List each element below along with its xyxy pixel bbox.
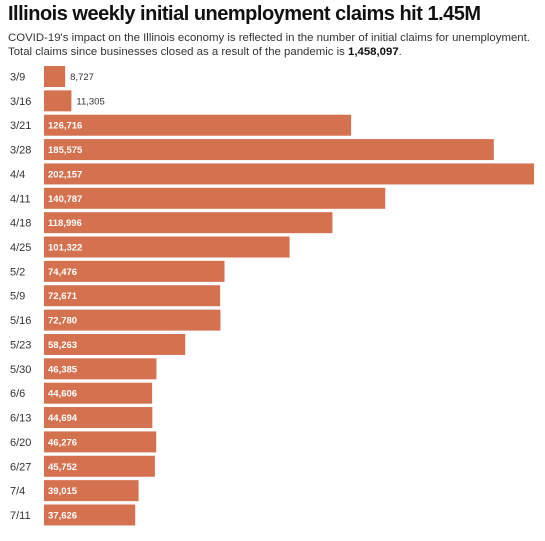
data-label: 101,322	[48, 243, 82, 254]
data-label: 185,575	[48, 145, 83, 156]
category-label: 5/9	[10, 291, 25, 303]
bar	[44, 212, 333, 234]
chart-title: Illinois weekly initial unemployment cla…	[8, 3, 481, 25]
category-label: 7/4	[10, 486, 25, 498]
data-label: 39,015	[48, 486, 78, 497]
data-label: 45,752	[48, 462, 77, 473]
category-label: 7/11	[10, 510, 31, 522]
data-label: 11,305	[76, 96, 104, 107]
bar	[44, 504, 136, 526]
data-label: 37,626	[48, 510, 77, 521]
category-label: 5/23	[10, 339, 31, 351]
bar	[44, 480, 139, 502]
category-label: 3/16	[10, 96, 31, 108]
category-label: 4/18	[10, 218, 31, 230]
data-label: 44,694	[48, 413, 78, 424]
subtitle-text: COVID-19's impact on the Illinois econom…	[8, 32, 530, 58]
data-label: 72,780	[48, 316, 77, 327]
category-label: 6/6	[10, 388, 25, 400]
subtitle-end: .	[398, 46, 402, 58]
bar	[44, 260, 225, 282]
bar	[44, 236, 290, 258]
data-label: 8,727	[70, 72, 94, 83]
bar	[44, 114, 352, 136]
data-label: 202,157	[48, 169, 82, 180]
data-label: 44,606	[48, 389, 77, 400]
bar	[44, 407, 153, 429]
bar	[44, 382, 153, 404]
category-label: 5/2	[10, 266, 25, 278]
category-label: 6/27	[10, 461, 31, 473]
bar	[44, 285, 221, 307]
data-label: 74,476	[48, 267, 77, 278]
data-label: 46,385	[48, 364, 78, 375]
bar	[44, 187, 386, 209]
data-label: 126,716	[48, 121, 82, 132]
data-label: 46,276	[48, 437, 77, 448]
data-label: 58,263	[48, 340, 77, 351]
category-label: 4/11	[10, 193, 31, 205]
bar	[44, 90, 72, 112]
category-label: 3/21	[10, 120, 31, 132]
category-label: 4/25	[10, 242, 31, 254]
bar	[44, 66, 66, 87]
bar	[44, 333, 186, 355]
bar	[44, 358, 157, 380]
chart-subtitle: COVID-19's impact on the Illinois econom…	[8, 31, 542, 59]
category-label: 5/16	[10, 315, 31, 327]
data-label: 72,671	[48, 291, 78, 302]
category-label: 3/28	[10, 145, 31, 157]
category-label: 5/30	[10, 364, 31, 376]
data-label: 140,787	[48, 194, 82, 205]
bar	[44, 163, 534, 185]
bar	[44, 139, 494, 161]
category-label: 3/9	[10, 72, 25, 84]
bar	[44, 309, 221, 331]
category-label: 6/13	[10, 413, 31, 425]
bar	[44, 455, 155, 477]
subtitle-total: 1,458,097	[347, 46, 399, 58]
bar	[44, 431, 157, 453]
data-label: 118,996	[48, 218, 82, 229]
category-label: 4/4	[10, 169, 25, 181]
category-label: 6/20	[10, 437, 31, 449]
